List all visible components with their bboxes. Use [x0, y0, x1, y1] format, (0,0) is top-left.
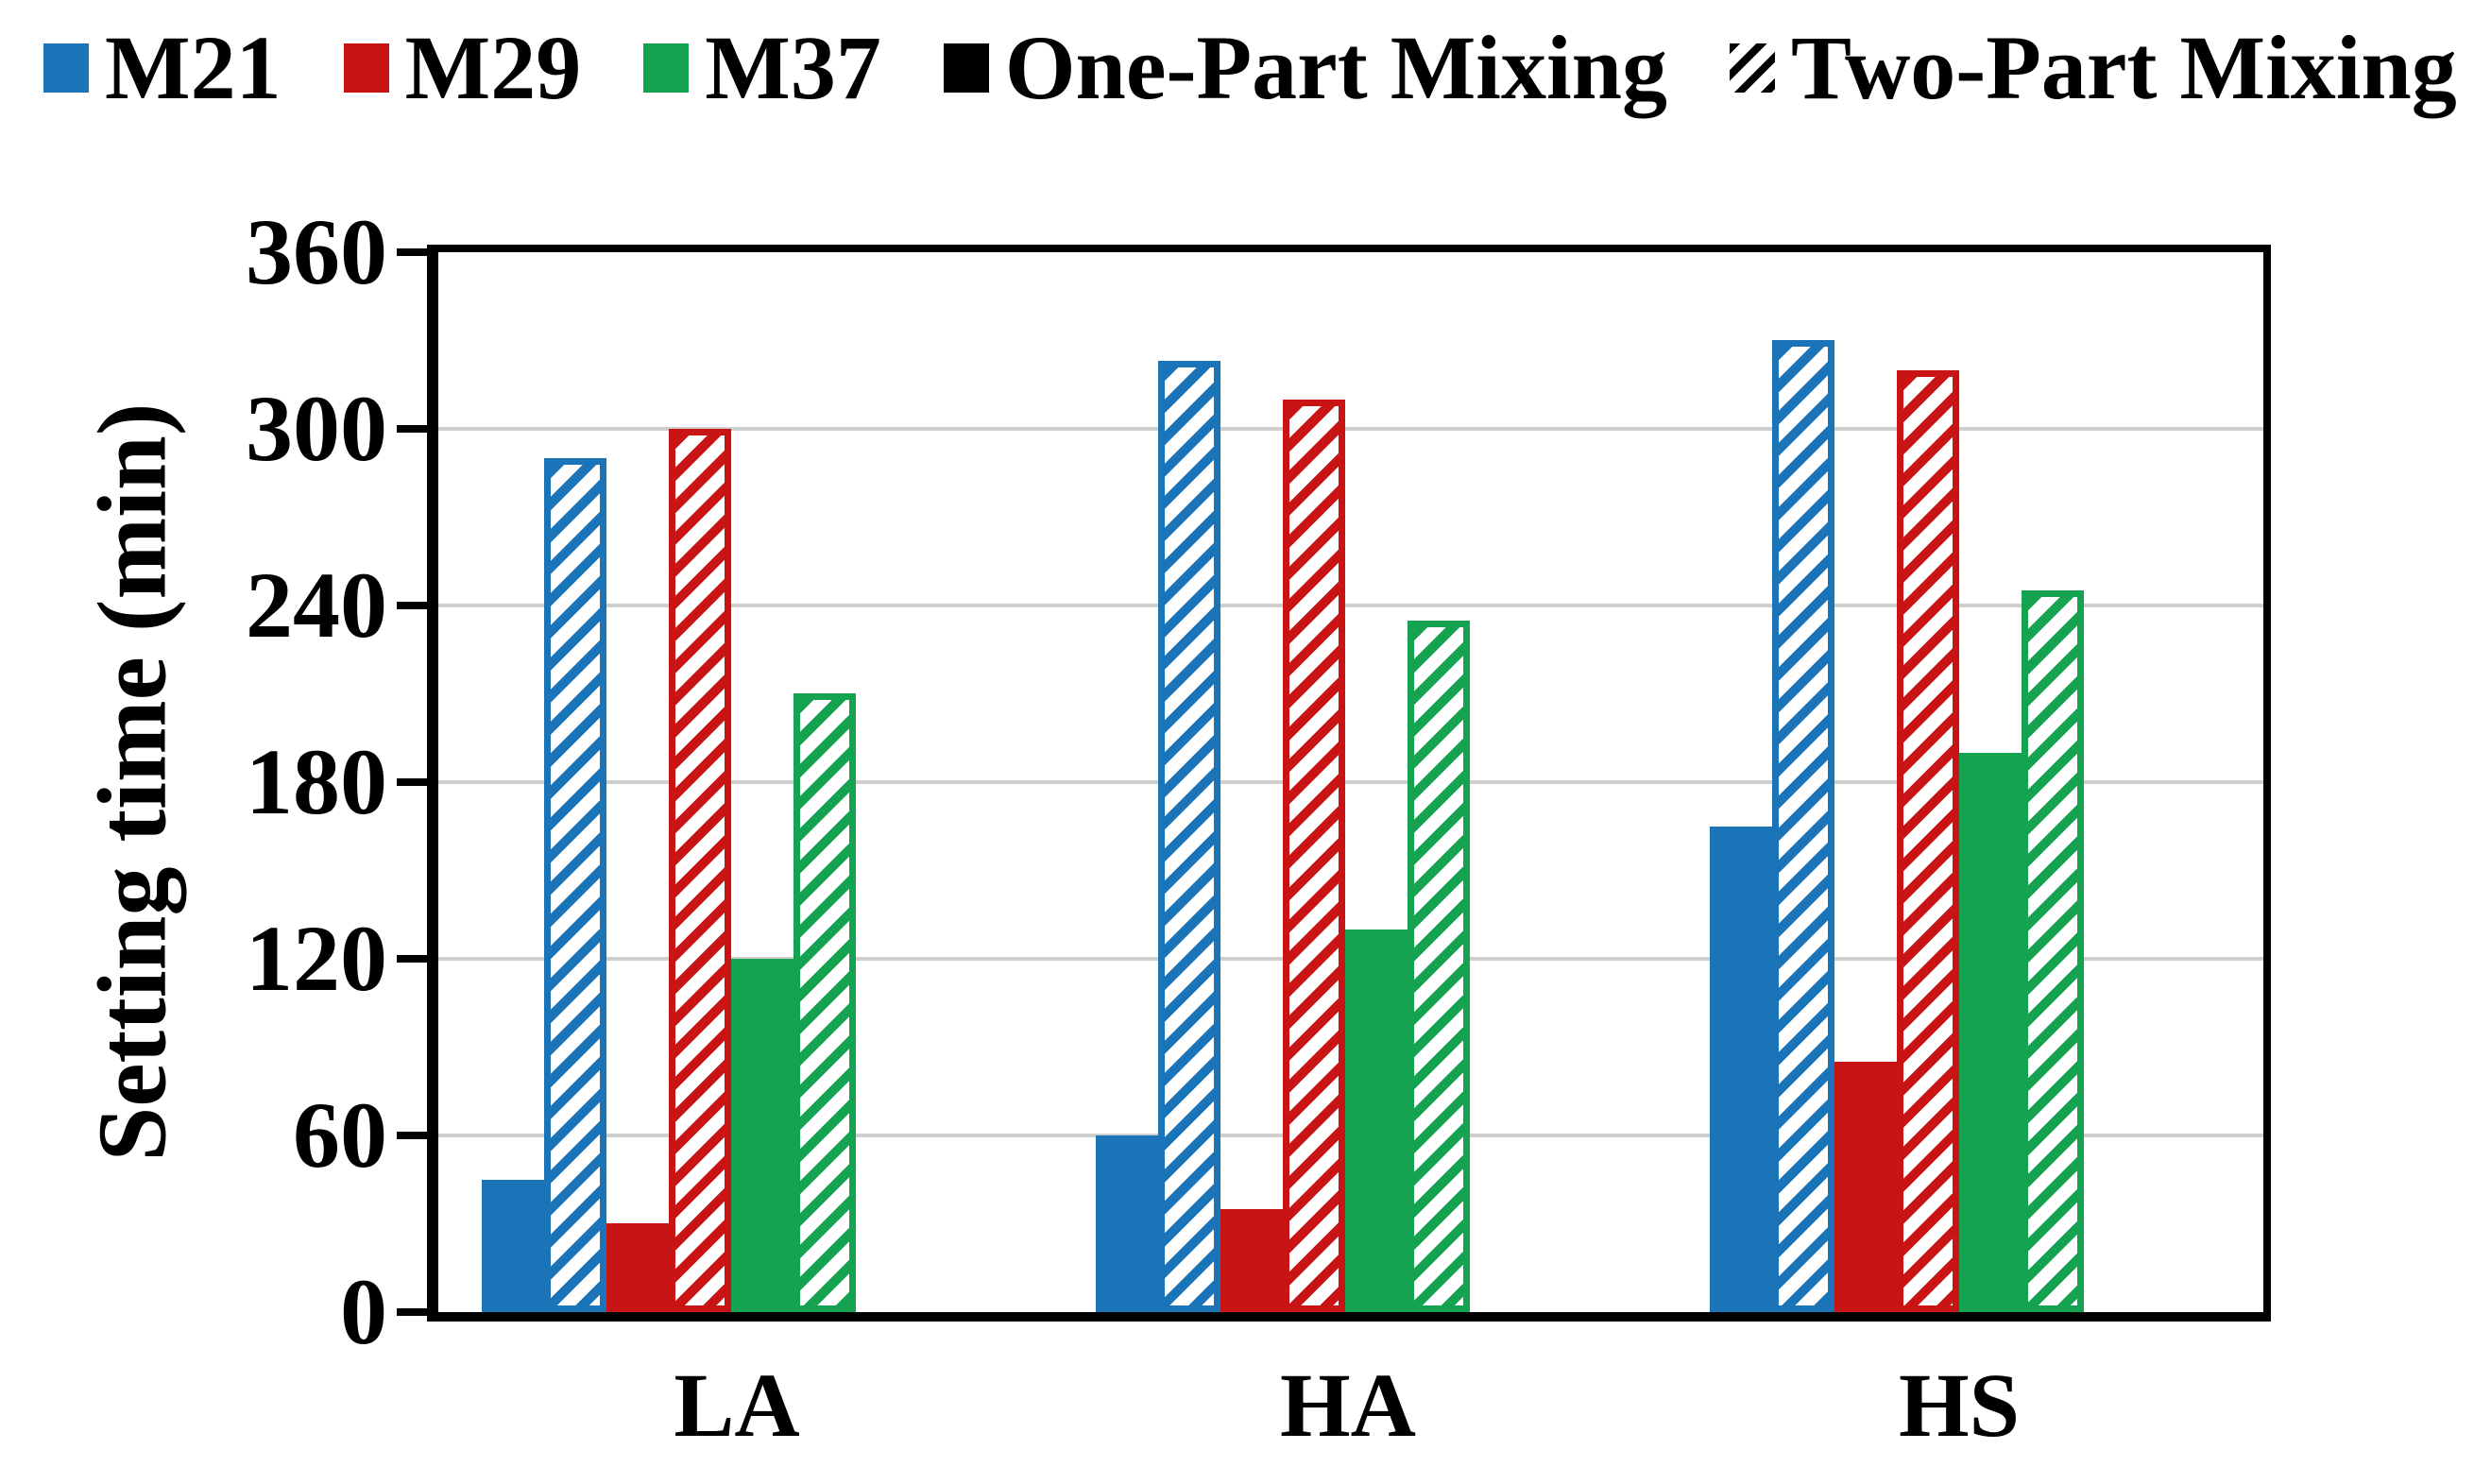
m37-swatch — [643, 43, 690, 94]
y-tick-label-0: 0 — [340, 1259, 387, 1364]
legend-label-m37: M37 — [705, 17, 881, 118]
legend: M21 M29 M37 One-Part Mixing Two-Part Mix… — [43, 17, 2457, 118]
bar-hs-m29-one-part-mixing — [1834, 1062, 1897, 1312]
bar-ha-m29-one-part-mixing — [1220, 1209, 1283, 1312]
y-tick-180 — [397, 778, 427, 786]
y-tick-360 — [397, 248, 427, 256]
y-tick-60 — [397, 1132, 427, 1139]
x-tick-label-ha: HA — [1280, 1355, 1416, 1456]
bar-ha-m37-one-part-mixing — [1345, 930, 1408, 1312]
legend-item-one-part-mixing: One-Part Mixing — [943, 17, 1668, 118]
legend-item-m21: M21 — [43, 17, 282, 118]
bar-ha-m37-two-part-mixing — [1408, 621, 1470, 1312]
legend-label-m21: M21 — [105, 17, 282, 118]
gridline-300 — [438, 427, 2263, 431]
bar-la-m37-two-part-mixing — [793, 693, 856, 1312]
bar-ha-m29-two-part-mixing — [1283, 400, 1345, 1312]
y-tick-label-300: 300 — [246, 376, 387, 481]
legend-label-m29: M29 — [404, 17, 582, 118]
legend-label-two-part-mixing: Two-Part Mixing — [1791, 17, 2457, 118]
bar-hs-m37-two-part-mixing — [2022, 590, 2084, 1312]
bar-ha-m21-two-part-mixing — [1158, 361, 1220, 1312]
y-tick-label-60: 60 — [293, 1083, 387, 1187]
legend-item-two-part-mixing: Two-Part Mixing — [1730, 17, 2457, 118]
bar-la-m29-two-part-mixing — [669, 429, 731, 1312]
x-tick-label-la: LA — [674, 1355, 800, 1456]
bar-la-m29-one-part-mixing — [606, 1223, 669, 1312]
y-tick-240 — [397, 602, 427, 609]
y-tick-label-240: 240 — [246, 553, 387, 657]
two-part-mixing-swatch — [1730, 43, 1776, 94]
y-tick-label-180: 180 — [246, 729, 387, 834]
legend-label-one-part-mixing: One-Part Mixing — [1004, 17, 1668, 118]
m29-swatch — [343, 43, 389, 94]
one-part-mixing-swatch — [943, 43, 989, 94]
gridline-240 — [438, 604, 2263, 607]
y-tick-label-120: 120 — [246, 906, 387, 1011]
bar-hs-m21-two-part-mixing — [1772, 340, 1834, 1312]
gridline-180 — [438, 780, 2263, 784]
bar-ha-m21-one-part-mixing — [1096, 1135, 1158, 1312]
y-tick-0 — [397, 1308, 427, 1316]
bar-hs-m29-two-part-mixing — [1897, 370, 1959, 1312]
bar-hs-m21-one-part-mixing — [1710, 827, 1772, 1312]
y-tick-120 — [397, 955, 427, 963]
bar-la-m21-two-part-mixing — [544, 458, 606, 1312]
m21-swatch — [43, 43, 89, 94]
plot-area — [427, 245, 2271, 1322]
legend-item-m29: M29 — [343, 17, 582, 118]
x-tick-label-hs: HS — [1898, 1355, 2021, 1456]
bar-la-m21-one-part-mixing — [482, 1180, 544, 1312]
y-tick-label-360: 360 — [246, 199, 387, 304]
bar-hs-m37-one-part-mixing — [1959, 753, 2022, 1312]
bar-la-m37-one-part-mixing — [731, 959, 793, 1312]
y-tick-300 — [397, 425, 427, 433]
legend-item-m37: M37 — [643, 17, 881, 118]
